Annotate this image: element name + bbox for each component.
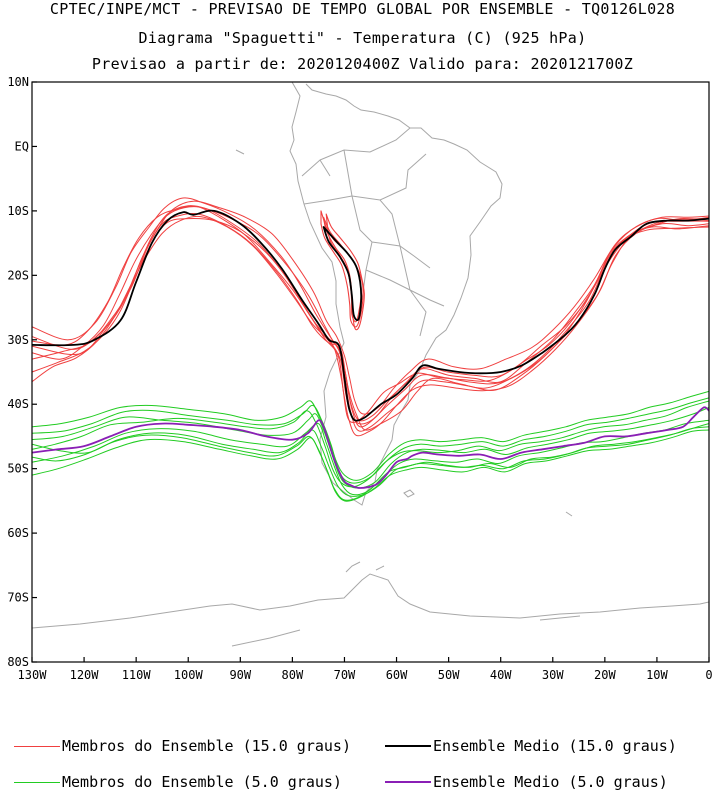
axis-ticks: 130W 120W 110W 100W 90W 80W 70W 60W 50W 40W 30W 20W… xyxy=(7,75,712,682)
falkland-islands xyxy=(403,489,415,498)
antarctica-coastline xyxy=(32,573,709,629)
ensemble-mean-5-line xyxy=(32,406,709,489)
members-5-group xyxy=(32,390,709,502)
y-tick-label: 40S xyxy=(7,397,29,411)
member-15-line-1 xyxy=(32,205,709,428)
x-tick-label: 0 xyxy=(705,668,712,682)
member-5-line-8 xyxy=(32,426,709,501)
header-title-line3: Previsao a partir de: 2020120400Z Valido… xyxy=(91,55,634,73)
header-title-line2: Diagrama "Spaguetti" - Temperatura (C) (… xyxy=(138,29,587,47)
member-5-line-5 xyxy=(32,400,709,488)
member-5-line-3 xyxy=(32,390,709,481)
legend-label-members-5: Membros do Ensemble (5.0 graus) xyxy=(62,773,342,791)
x-tick-label: 90W xyxy=(229,668,251,682)
legend-label-members-15: Membros do Ensemble (15.0 graus) xyxy=(62,737,351,755)
legend-label-mean-15: Ensemble Medio (15.0 graus) xyxy=(433,737,677,755)
legend-item-members-15: Membros do Ensemble (15.0 graus) xyxy=(14,736,351,756)
antarctica-islands xyxy=(231,561,581,647)
member-15-line-8 xyxy=(32,206,709,422)
legend-item-mean-5: Ensemble Medio (5.0 graus) xyxy=(385,772,668,792)
y-tick-label: 70S xyxy=(7,591,29,605)
x-tick-label: 110W xyxy=(122,668,152,682)
legend-item-mean-15: Ensemble Medio (15.0 graus) xyxy=(385,736,677,756)
x-tick-label: 50W xyxy=(438,668,460,682)
legend-swatch-members-15 xyxy=(14,745,60,747)
y-tick-label: 60S xyxy=(7,526,29,540)
member-5-line-6 xyxy=(32,423,709,497)
x-tick-label: 70W xyxy=(334,668,356,682)
y-tick-label: 10S xyxy=(7,204,29,218)
legend-swatch-members-5 xyxy=(14,781,60,783)
x-tick-label: 120W xyxy=(70,668,100,682)
members-15-group xyxy=(32,197,709,437)
x-tick-label: 40W xyxy=(490,668,512,682)
legend-swatch-mean-5 xyxy=(385,781,431,783)
member-5-line-7 xyxy=(32,397,709,484)
ensemble-mean-15-andes-contour xyxy=(322,226,363,322)
y-tick-label: 10N xyxy=(7,75,29,89)
header-title-line1: CPTEC/INPE/MCT - PREVISAO DE TEMPO GLOBA… xyxy=(49,0,676,18)
member-15-line-4 xyxy=(32,197,709,432)
plot-frame xyxy=(31,81,710,663)
x-tick-label: 10W xyxy=(646,668,668,682)
ensemble-mean-15-line xyxy=(32,209,709,422)
y-tick-label: EQ xyxy=(15,139,29,153)
member-15-line-3 xyxy=(32,200,709,415)
south-georgia xyxy=(235,149,573,517)
member-5-line-1 xyxy=(32,406,709,489)
legend-label-mean-5: Ensemble Medio (5.0 graus) xyxy=(433,773,668,791)
x-tick-label: 30W xyxy=(542,668,564,682)
legend-item-members-5: Membros do Ensemble (5.0 graus) xyxy=(14,772,342,792)
x-tick-label: 60W xyxy=(386,668,408,682)
member-15-line-6 xyxy=(32,205,709,437)
x-tick-label: 100W xyxy=(174,668,204,682)
country-borders xyxy=(301,127,445,337)
coastline-map xyxy=(32,82,709,647)
y-tick-label: 50S xyxy=(7,462,29,476)
legend-swatch-mean-15 xyxy=(385,745,431,747)
y-tick-label: 80S xyxy=(7,655,29,669)
x-tick-label: 130W xyxy=(18,668,48,682)
x-tick-label: 80W xyxy=(282,668,304,682)
ensemble-means-group xyxy=(32,209,709,489)
member-5-line-4 xyxy=(32,429,709,502)
y-tick-label: 30S xyxy=(7,333,29,347)
x-tick-label: 20W xyxy=(594,668,616,682)
y-tick-label: 20S xyxy=(7,268,29,282)
south-america-coastline xyxy=(289,82,503,506)
